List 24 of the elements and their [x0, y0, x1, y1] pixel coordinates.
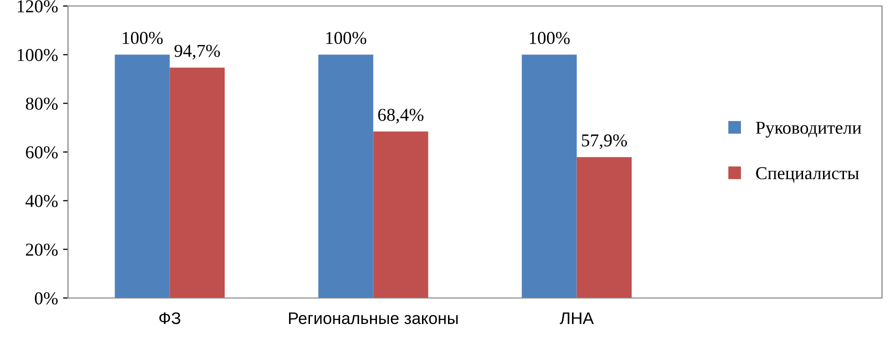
- data-label: 100%: [530, 32, 570, 44]
- bar: [170, 68, 225, 298]
- data-label: 94,7%: [174, 44, 220, 60]
- y-tick-label: 60%: [26, 146, 58, 158]
- x-tick-label: ФЗ: [159, 312, 180, 324]
- legend-label: Руководители: [756, 122, 862, 138]
- data-label: 68,4%: [378, 108, 424, 124]
- y-tick-label: 40%: [26, 194, 58, 208]
- bar: [522, 54, 577, 298]
- legend-label: Специалисты: [756, 167, 859, 183]
- y-tick-label: 120%: [18, 0, 58, 12]
- data-label: 100%: [122, 32, 163, 44]
- bar: [114, 54, 170, 298]
- bar: [576, 157, 632, 298]
- bar: [318, 54, 374, 298]
- y-tick-label: 20%: [26, 244, 58, 256]
- y-tick-label: 100%: [18, 48, 58, 62]
- y-tick-label: 80%: [26, 98, 58, 110]
- x-tick-label: ЛНА: [560, 312, 594, 324]
- x-tick-label: Региональные законы: [289, 312, 458, 324]
- data-label: 57,9%: [582, 134, 627, 150]
- data-label: 100%: [326, 32, 366, 44]
- y-tick-label: 0%: [34, 292, 58, 304]
- bar: [373, 132, 428, 298]
